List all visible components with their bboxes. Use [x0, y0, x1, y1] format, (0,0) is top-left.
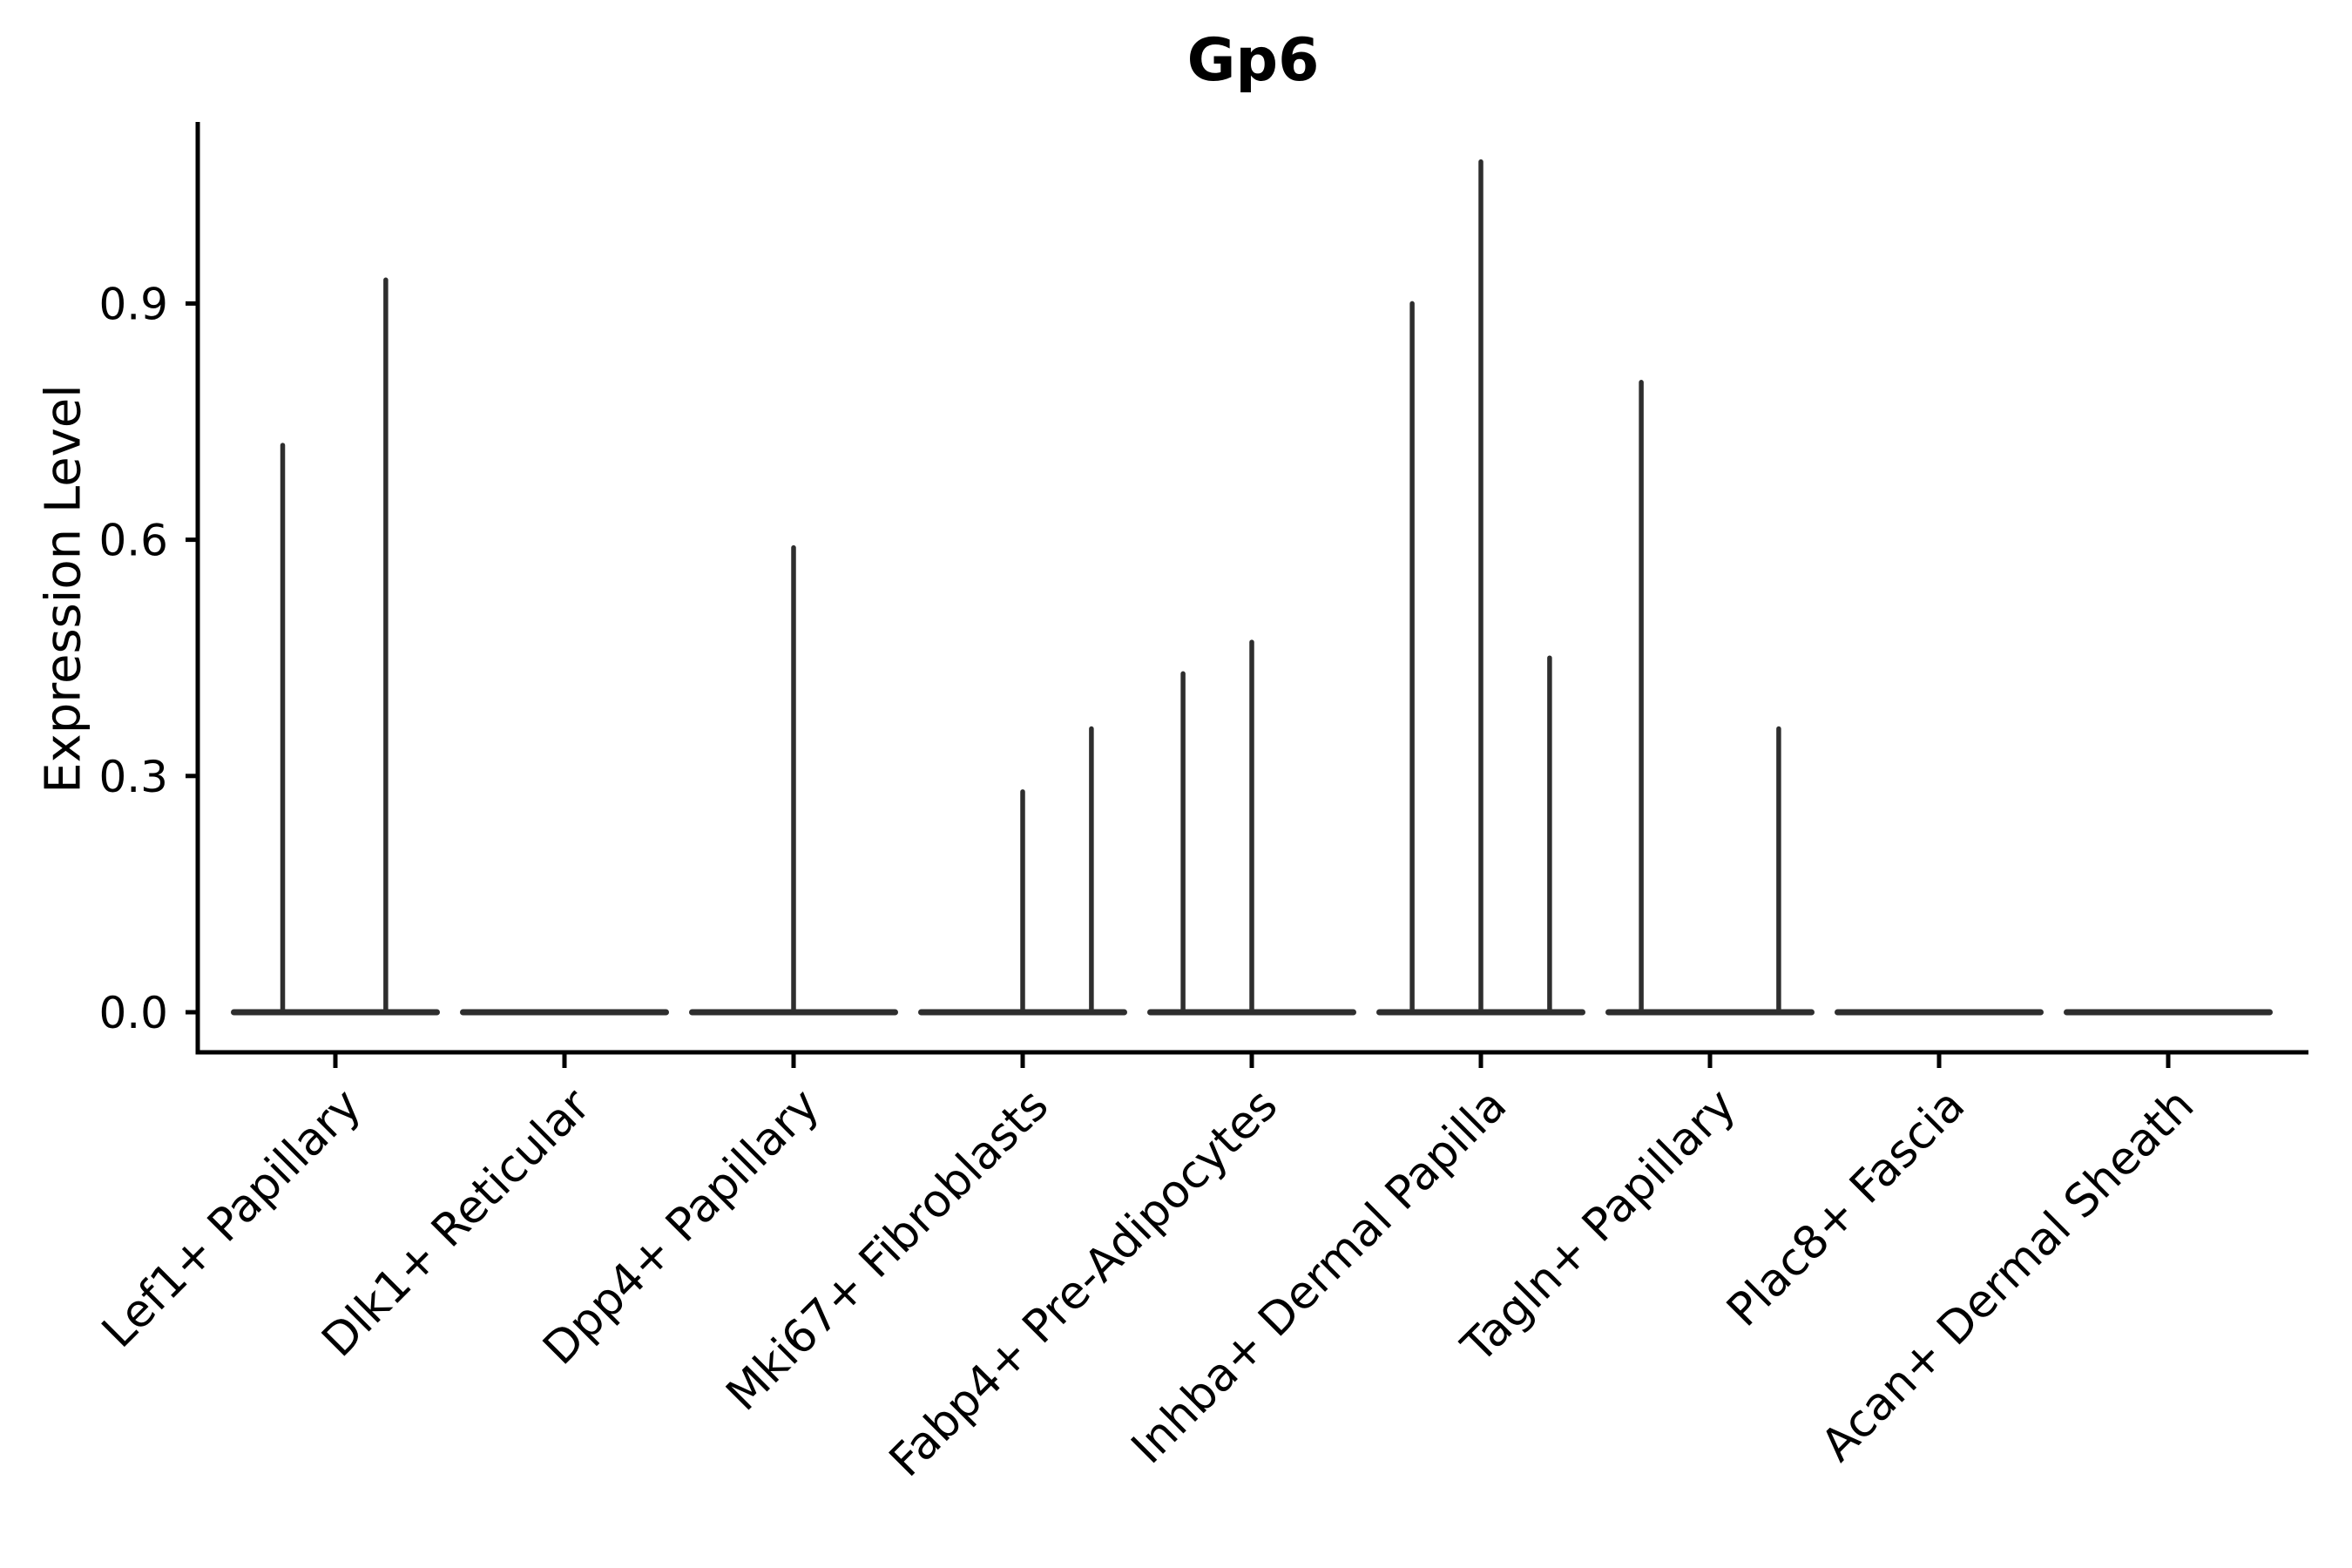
chart-title: Gp6	[1186, 26, 1320, 95]
y-tick-label: 0.3	[98, 752, 168, 802]
x-tick-label: Acan+ Dermal Sheath	[1812, 1079, 2205, 1472]
y-tick-label: 0.0	[98, 988, 168, 1038]
violin-body	[2064, 1009, 2273, 1016]
y-tick-label: 0.6	[98, 516, 168, 566]
violin-body	[231, 1009, 440, 1016]
violin-body	[1605, 1009, 1815, 1016]
y-tick-label: 0.9	[98, 279, 168, 329]
violin-body	[1835, 1009, 2044, 1016]
violin-body	[460, 1009, 669, 1016]
x-tick-label: Fabp4+ Pre-Adipocytes	[880, 1079, 1288, 1487]
x-tick-label: Inhba+ Dermal Papilla	[1122, 1079, 1517, 1474]
x-tick-label: Plac8+ Fascia	[1717, 1079, 1975, 1337]
